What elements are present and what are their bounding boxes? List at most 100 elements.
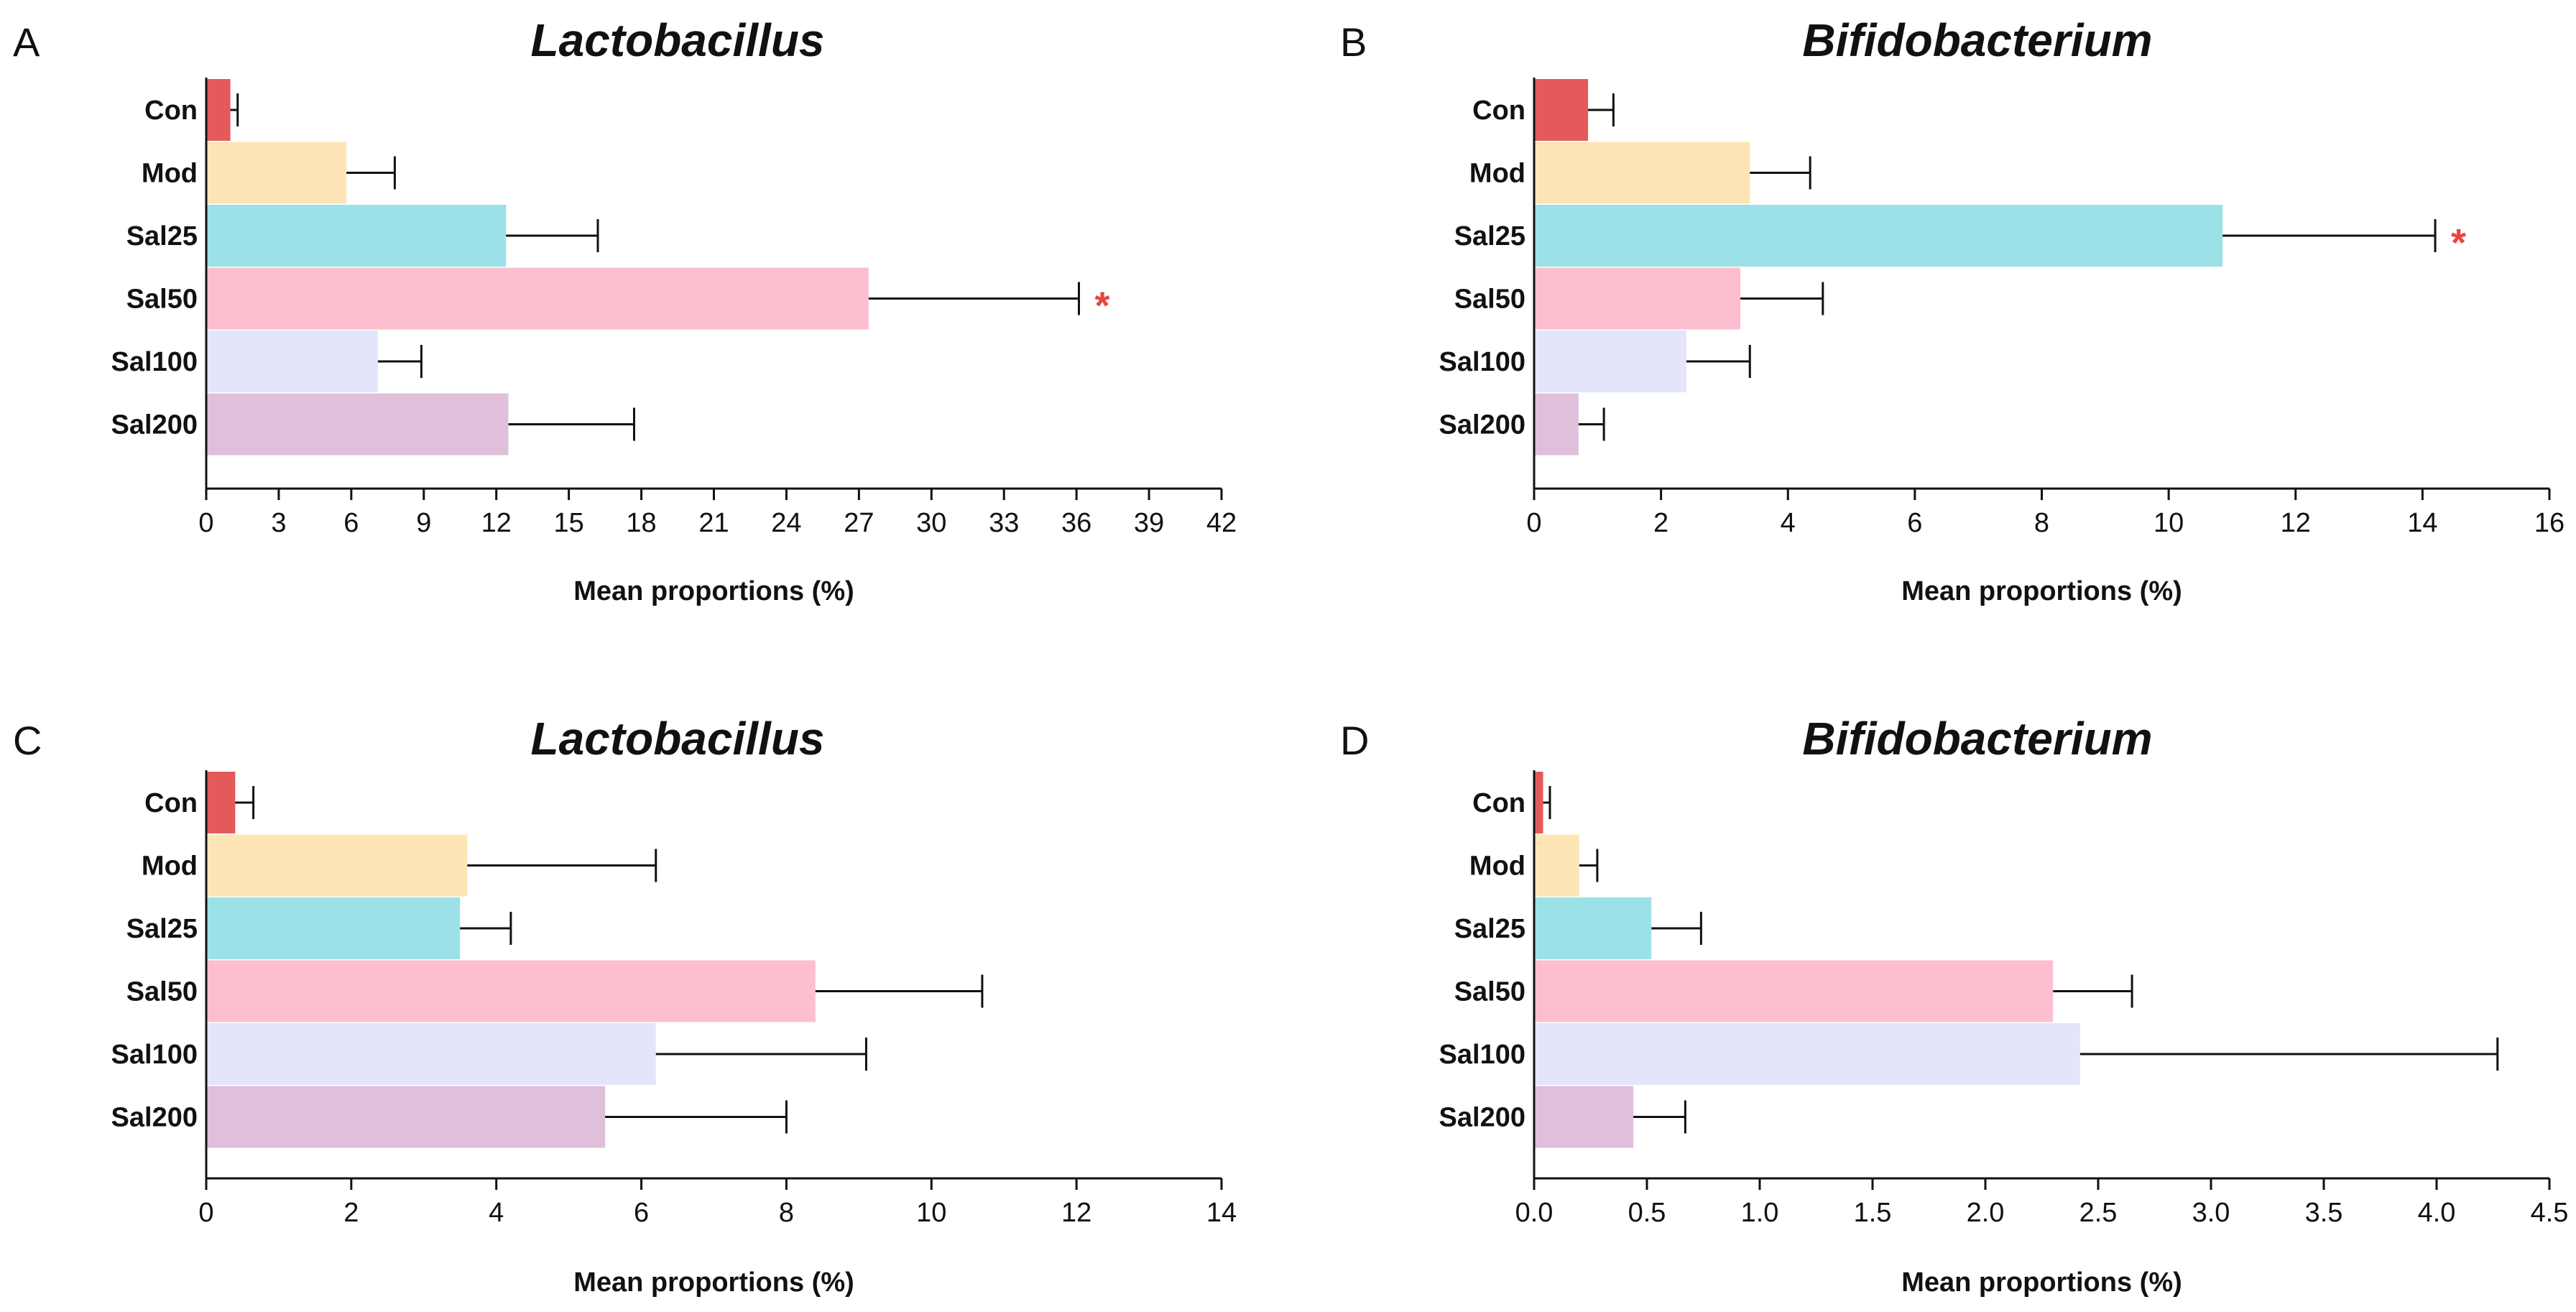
category-label: Con (144, 788, 198, 818)
category-label: Sal200 (111, 1103, 198, 1133)
bar-sal200 (1534, 393, 1579, 456)
category-label: Sal50 (1454, 285, 1525, 315)
x-tick-label: 24 (771, 508, 801, 538)
bar-sal100 (1534, 331, 1686, 392)
bar-sal25 (206, 205, 507, 267)
x-tick-label: 6 (1907, 508, 1922, 538)
category-label: Sal25 (126, 914, 198, 944)
category-label: Sal100 (1439, 1040, 1525, 1070)
x-tick-label: 4.0 (2418, 1198, 2456, 1228)
significance-star: * (2451, 221, 2466, 264)
x-tick-label: 3 (271, 508, 286, 538)
chart-title: Bifidobacterium (1802, 14, 2152, 66)
chart-title: Bifidobacterium (1802, 713, 2152, 764)
x-tick-label: 4 (1781, 508, 1796, 538)
category-label: Sal200 (111, 410, 198, 440)
category-label: Sal25 (126, 221, 198, 251)
x-tick-label: 0.5 (1628, 1198, 1666, 1228)
category-label: Sal50 (126, 977, 198, 1007)
category-label: Sal25 (1454, 221, 1525, 251)
bar-mod (1534, 142, 1750, 204)
x-tick-label: 12 (2281, 508, 2311, 538)
category-label: Sal50 (126, 285, 198, 315)
bar-mod (1534, 834, 1579, 897)
bar-sal200 (206, 393, 509, 456)
x-tick-label: 0 (198, 508, 213, 538)
bar-sal25 (1534, 205, 2223, 267)
x-tick-label: 2.5 (2079, 1198, 2118, 1228)
x-tick-label: 1.5 (1854, 1198, 1892, 1228)
x-tick-label: 0 (198, 1198, 213, 1228)
bar-sal50 (1534, 960, 2054, 1022)
bar-mod (206, 834, 468, 897)
x-tick-label: 6 (343, 508, 359, 538)
bar-sal25 (1534, 897, 1652, 959)
x-tick-label: 2.0 (1967, 1198, 2005, 1228)
x-tick-label: 12 (1061, 1198, 1091, 1228)
x-tick-label: 30 (916, 508, 946, 538)
x-tick-label: 8 (779, 1198, 794, 1228)
bar-con (206, 772, 236, 833)
x-tick-label: 3.5 (2305, 1198, 2343, 1228)
category-label: Con (144, 96, 198, 126)
bar-con (206, 79, 231, 141)
bar-mod (206, 142, 347, 204)
x-axis-title: Mean proportions (%) (573, 576, 854, 606)
category-label: Sal100 (111, 1040, 198, 1070)
panel-letter: C (13, 718, 42, 763)
x-tick-label: 10 (916, 1198, 946, 1228)
category-label: Con (1472, 788, 1525, 818)
significance-star: * (1095, 285, 1110, 328)
x-tick-label: 0.0 (1515, 1198, 1554, 1228)
category-label: Mod (142, 851, 198, 882)
panel-letter: A (13, 19, 40, 65)
x-tick-label: 1.0 (1741, 1198, 1779, 1228)
bar-sal200 (206, 1086, 606, 1148)
x-tick-label: 10 (2153, 508, 2184, 538)
bar-sal100 (1534, 1023, 2080, 1085)
bar-con (1534, 772, 1543, 833)
x-tick-label: 3.0 (2192, 1198, 2230, 1228)
x-tick-label: 4.5 (2531, 1198, 2569, 1228)
x-axis-title: Mean proportions (%) (1901, 576, 2182, 606)
x-tick-label: 18 (626, 508, 656, 538)
x-tick-label: 16 (2534, 508, 2565, 538)
x-tick-label: 12 (481, 508, 512, 538)
bar-sal50 (1534, 267, 1741, 330)
x-tick-label: 2 (343, 1198, 359, 1228)
x-tick-label: 14 (1206, 1198, 1237, 1228)
category-label: Sal100 (111, 347, 198, 377)
chart-title: Lactobacillus (531, 14, 825, 66)
category-label: Sal200 (1439, 1103, 1525, 1133)
x-tick-label: 6 (634, 1198, 649, 1228)
category-label: Mod (142, 159, 198, 189)
x-tick-label: 14 (2407, 508, 2437, 538)
bar-sal100 (206, 1023, 656, 1085)
category-label: Sal25 (1454, 914, 1525, 944)
x-tick-label: 0 (1526, 508, 1541, 538)
x-tick-label: 21 (698, 508, 729, 538)
category-label: Sal200 (1439, 410, 1525, 440)
panel-letter: B (1340, 19, 1367, 65)
x-tick-label: 33 (989, 508, 1019, 538)
x-tick-label: 15 (554, 508, 584, 538)
bar-sal25 (206, 897, 461, 959)
x-tick-label: 27 (844, 508, 874, 538)
chart-title: Lactobacillus (531, 713, 825, 764)
category-label: Sal50 (1454, 977, 1525, 1007)
category-label: Mod (1469, 159, 1525, 189)
x-axis-title: Mean proportions (%) (1901, 1267, 2182, 1298)
bar-con (1534, 79, 1589, 141)
x-tick-label: 39 (1134, 508, 1164, 538)
x-tick-label: 9 (416, 508, 431, 538)
category-label: Mod (1469, 851, 1525, 882)
x-axis-title: Mean proportions (%) (573, 1267, 854, 1298)
panel-letter: D (1340, 718, 1369, 763)
bar-sal50 (206, 267, 869, 330)
x-tick-label: 36 (1061, 508, 1091, 538)
bar-sal200 (1534, 1086, 1634, 1148)
x-tick-label: 42 (1206, 508, 1237, 538)
x-tick-label: 2 (1653, 508, 1668, 538)
bar-sal50 (206, 960, 816, 1022)
